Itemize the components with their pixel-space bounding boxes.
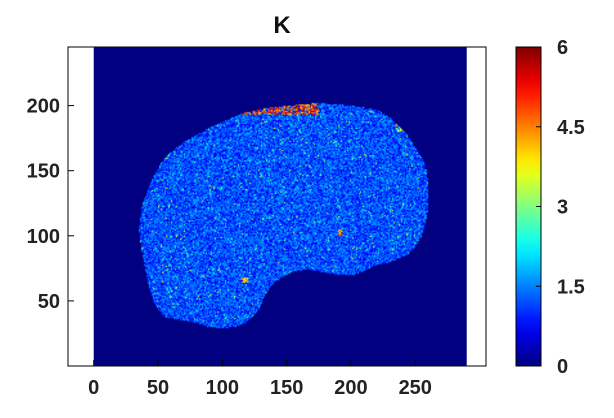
colorbar-tick-label: 1.5 xyxy=(557,276,585,298)
x-tick-label: 200 xyxy=(334,377,367,399)
colorbar-tick-label: 4.5 xyxy=(557,117,585,139)
colorbar-tick-label: 3 xyxy=(557,197,568,219)
x-tick-label: 50 xyxy=(147,377,169,399)
y-axis: 50 100 150 200 xyxy=(27,96,74,313)
chart-title: K xyxy=(273,12,291,39)
colorbar-tick-label: 0 xyxy=(557,356,568,378)
x-tick-label: 150 xyxy=(270,377,303,399)
x-tick-label: 100 xyxy=(206,377,239,399)
y-tick-label: 150 xyxy=(27,161,60,183)
colorbar-ticks: 0 1.5 3 4.5 6 xyxy=(536,37,585,378)
x-tick-label: 250 xyxy=(399,377,432,399)
y-tick-label: 200 xyxy=(27,96,60,118)
y-tick-label: 50 xyxy=(38,291,60,313)
colorbar-tick-label: 6 xyxy=(557,37,568,59)
x-axis: 0 50 100 150 200 250 xyxy=(88,360,432,399)
heatmap-image xyxy=(93,47,467,366)
x-tick-label: 0 xyxy=(88,377,99,399)
y-tick-label: 100 xyxy=(27,226,60,248)
